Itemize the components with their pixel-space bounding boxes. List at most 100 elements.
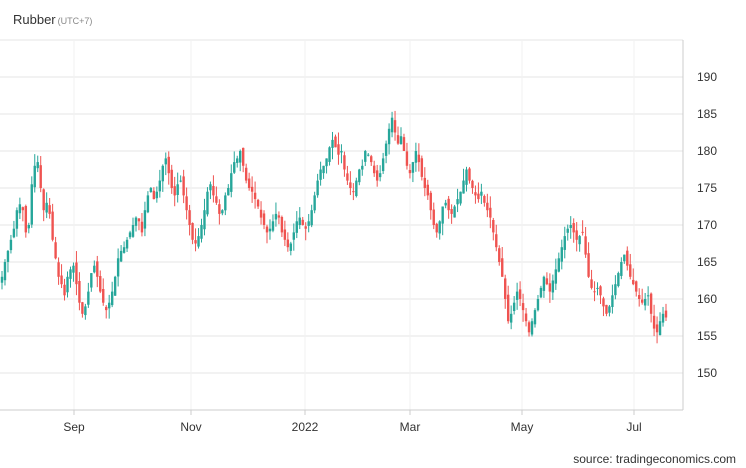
candle: [173, 176, 176, 207]
candle: [259, 201, 263, 225]
candle-body: [405, 151, 409, 166]
candle-body: [599, 286, 602, 296]
candle-body: [271, 221, 275, 231]
candle-body: [128, 232, 132, 238]
candle: [48, 198, 51, 219]
candle: [417, 143, 421, 172]
candle: [239, 149, 242, 172]
candle-body: [459, 191, 462, 204]
candle-body: [194, 240, 197, 244]
candle-body: [9, 239, 13, 251]
candle-body: [15, 210, 19, 229]
candle: [518, 281, 522, 307]
candle-body: [307, 221, 310, 226]
candle: [113, 275, 117, 296]
candle-body: [620, 262, 623, 276]
candle: [158, 169, 162, 198]
candle: [131, 217, 135, 238]
candle: [426, 179, 429, 200]
candle: [54, 236, 57, 260]
candle-body: [48, 205, 51, 214]
candle: [12, 220, 16, 239]
candle: [474, 185, 477, 204]
candle: [378, 165, 382, 182]
candle: [301, 216, 304, 226]
candle: [614, 275, 617, 300]
candle-body: [396, 135, 400, 144]
candle: [572, 218, 575, 243]
candle: [512, 296, 516, 315]
candle: [459, 191, 462, 206]
candle: [498, 245, 501, 266]
candle: [590, 269, 593, 290]
candle-body: [468, 168, 471, 181]
candle-body: [224, 195, 227, 211]
candle: [456, 188, 459, 213]
candle: [364, 149, 367, 167]
candle: [116, 248, 120, 287]
candle-body: [605, 304, 608, 314]
candle: [402, 133, 406, 152]
candle-body: [12, 228, 16, 238]
candle: [253, 181, 257, 209]
candle: [483, 194, 486, 207]
candle-body: [250, 186, 254, 192]
candle: [185, 187, 188, 220]
candle: [274, 202, 278, 227]
candle-body: [63, 284, 66, 296]
candle-body: [99, 276, 102, 292]
candle: [495, 224, 498, 252]
x-tick-label: 2022: [292, 420, 319, 434]
candle-body: [381, 158, 385, 172]
candle: [215, 186, 218, 205]
candle-body: [265, 226, 269, 233]
candle-body: [664, 310, 668, 318]
candle-body: [60, 275, 63, 285]
candle: [227, 184, 230, 196]
candle: [563, 226, 566, 259]
candle: [489, 196, 492, 229]
candle-body: [69, 269, 72, 279]
grid-lines: [0, 39, 683, 410]
candle-body: [42, 189, 45, 211]
candle: [233, 151, 236, 174]
candle-body: [399, 136, 403, 145]
candle: [319, 161, 322, 186]
candle: [581, 220, 584, 236]
candle: [143, 201, 147, 237]
candle-body: [292, 232, 296, 240]
candle: [15, 207, 19, 237]
candles: [0, 110, 668, 344]
candle: [3, 259, 7, 286]
candle: [96, 255, 99, 288]
candle-body: [36, 162, 39, 169]
candle: [179, 175, 182, 183]
candle: [435, 222, 438, 238]
candle-body: [78, 280, 81, 303]
candle-body: [375, 170, 379, 181]
candle-body: [593, 291, 596, 293]
candle-body: [247, 178, 251, 188]
candle-body: [515, 291, 519, 300]
candle: [161, 164, 164, 192]
candle-body: [310, 210, 313, 226]
candle-body: [27, 225, 30, 229]
candle-body: [533, 310, 537, 325]
candle-body: [158, 180, 162, 192]
candle: [182, 169, 185, 204]
candle: [453, 204, 456, 218]
candle-body: [122, 247, 126, 253]
candle: [325, 158, 328, 174]
candle: [396, 126, 400, 145]
candle-body: [364, 151, 367, 162]
candle-body: [387, 128, 391, 145]
candle: [414, 142, 418, 172]
candle: [462, 168, 465, 194]
candle: [307, 214, 310, 233]
candle-body: [441, 206, 444, 224]
y-tick-label: 175: [697, 181, 717, 195]
candle-body: [325, 158, 328, 167]
candle: [623, 254, 626, 264]
candle: [542, 275, 546, 298]
